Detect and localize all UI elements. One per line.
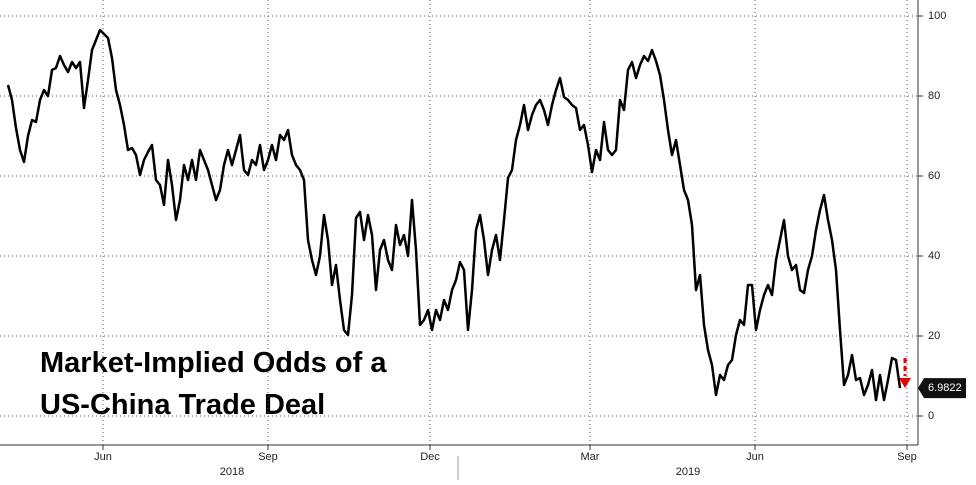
x-tick-label: Sep	[258, 451, 278, 463]
x-tick-label: Dec	[420, 451, 440, 463]
annotation: US-China Trade Deal	[40, 389, 325, 421]
x-tick-label: Jun	[94, 451, 112, 463]
y-tick-label: 20	[928, 330, 940, 342]
annotation: Market-Implied Odds of a	[40, 347, 387, 379]
last-value-box	[918, 378, 966, 399]
y-tick-label: 60	[928, 170, 940, 182]
x-tick-label: Jun	[746, 451, 764, 463]
x-tick-label: Mar	[581, 451, 600, 463]
y-tick-label: 100	[928, 10, 946, 22]
series-line	[6, 28, 902, 402]
y-tick-label: 40	[928, 250, 940, 262]
y-tick-label: 80	[928, 90, 940, 102]
arrow-head	[899, 378, 911, 388]
y-tick-label: 0	[928, 410, 934, 422]
last-value-label: 6.9822	[928, 382, 962, 394]
x-tick-label: Sep	[897, 451, 917, 463]
year-label: 2018	[220, 466, 244, 478]
year-label: 2019	[676, 466, 700, 478]
